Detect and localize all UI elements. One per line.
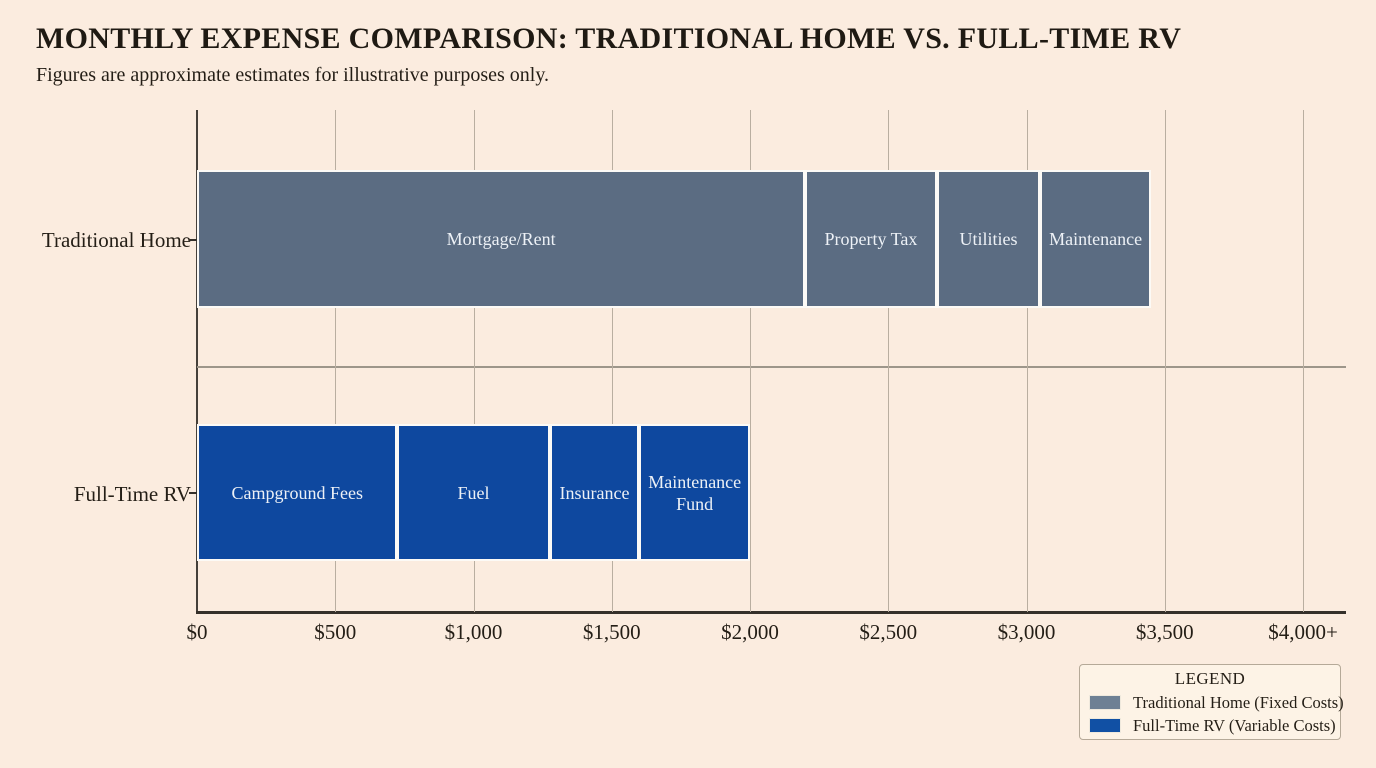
bar-segment-maintenance: Maintenance	[1040, 170, 1151, 308]
legend-item-label: Traditional Home (Fixed Costs)	[1133, 692, 1344, 712]
x-tick-label-3-000: $3,000	[997, 620, 1056, 644]
legend-title: LEGEND	[1174, 669, 1246, 688]
gridline-2-000	[750, 110, 751, 612]
bar-segment-campground-fees: Campground Fees	[197, 424, 398, 561]
bar-segment-label: Fuel	[457, 482, 490, 503]
legend-item: Traditional Home (Fixed Costs)	[1080, 691, 1344, 714]
x-tick-label-3-500: $3,500	[1135, 620, 1194, 644]
legend: LEGEND Traditional Home (Fixed Costs) Fu…	[1079, 664, 1344, 740]
gridline-4-000	[1303, 110, 1304, 612]
gridline-500	[335, 110, 337, 612]
x-axis-line	[196, 611, 1346, 614]
bar-segment-maintenance-fund: Maintenance Fund	[639, 424, 750, 561]
bar-segment-label: Property Tax	[824, 229, 918, 249]
bar-segment-label: Maintenance Fund	[648, 471, 742, 514]
legend-swatch-traditional-home	[1089, 695, 1121, 710]
bar-segment-label: Insurance	[559, 482, 630, 503]
y-axis-line	[196, 110, 198, 613]
bar-segment-utilities: Utilities	[936, 170, 1041, 308]
bar-segment-label: Campground Fees	[231, 482, 363, 503]
x-tick-label-2-500: $2,500	[859, 620, 918, 644]
category-tick	[189, 239, 197, 241]
legend-item: Full-Time RV (Variable Costs)	[1080, 714, 1340, 737]
bar-segment-fuel: Fuel	[397, 424, 550, 561]
category-label-traditional-home: Traditional Home	[41, 228, 191, 252]
bar-segment-property-tax: Property Tax	[805, 170, 937, 308]
gridline-2-500	[888, 110, 890, 612]
bar-segment-label: Mortgage/Rent	[446, 229, 556, 249]
gridline-3-500	[1164, 110, 1166, 612]
legend-item-label: Full-Time RV (Variable Costs)	[1133, 715, 1336, 735]
gridline-3-000	[1026, 110, 1028, 612]
x-tick-label-1-500: $1,500	[582, 620, 641, 644]
bar-segment-insurance: Insurance	[549, 424, 640, 561]
x-tick-label-2-000: $2,000	[721, 620, 779, 644]
category-label-full-time-rv: Full-Time RV	[73, 482, 191, 506]
chart-title: MONTHLY EXPENSE COMPARISON: TRADITIONAL …	[36, 22, 1182, 55]
chart-subtitle: Figures are approximate estimates for il…	[36, 64, 550, 86]
row-separator-line	[197, 366, 1346, 368]
gridline-1-500	[611, 110, 613, 612]
gridline-1-000	[473, 110, 475, 612]
bar-segment-label: Utilities	[959, 229, 1018, 249]
category-tick	[189, 492, 197, 494]
legend-swatch-full-time-rv	[1089, 718, 1121, 733]
x-tick-label-4-000: $4,000+	[1268, 620, 1338, 644]
bar-segment-label: Maintenance	[1049, 229, 1143, 249]
x-tick-label-500: $500	[314, 620, 357, 644]
bar-segment-mortgage-rent: Mortgage/Rent	[197, 170, 806, 308]
x-tick-label-1-000: $1,000	[444, 620, 503, 644]
x-tick-label-0: $0	[186, 620, 208, 644]
